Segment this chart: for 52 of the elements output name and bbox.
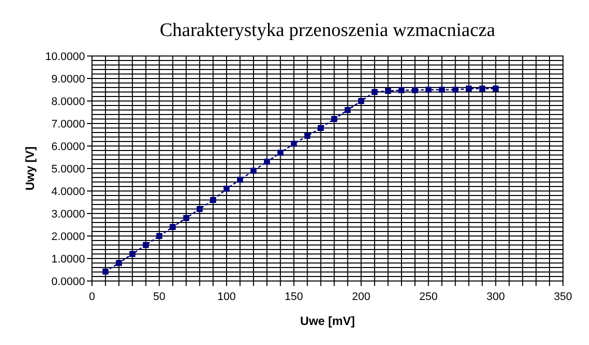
y-tick-label: 10.0000: [45, 50, 85, 63]
chart-title: Charakterystyka przenoszenia wzmacniacza: [160, 20, 496, 41]
point: [210, 197, 216, 203]
point: [412, 87, 418, 94]
point: [156, 233, 162, 239]
point: [438, 86, 445, 93]
y-tick-label: 3.0000: [51, 208, 85, 220]
point: [425, 86, 432, 93]
x-tick-label: 300: [486, 291, 505, 303]
y-axis-title: Uwy [V]: [23, 146, 37, 191]
point: [290, 140, 297, 147]
y-tick-label: 8.0000: [51, 96, 85, 108]
point: [264, 158, 270, 165]
point: [479, 86, 486, 92]
point: [372, 89, 378, 95]
point: [398, 87, 405, 94]
point: [318, 125, 324, 131]
y-tick-label: 4.0000: [51, 186, 85, 198]
point: [277, 150, 284, 156]
y-tick-label: 2.0000: [51, 230, 85, 243]
point: [452, 86, 458, 93]
point: [142, 242, 149, 248]
point: [304, 132, 310, 139]
point: [466, 86, 472, 92]
point: [385, 88, 392, 94]
point: [492, 86, 499, 92]
x-tick-label: 150: [284, 291, 304, 303]
point: [170, 224, 176, 230]
y-tick-label: 1.0000: [51, 253, 85, 266]
y-tick-label: 9.0000: [51, 73, 85, 86]
point: [102, 268, 108, 275]
point: [116, 260, 122, 266]
y-tick-label: 6.0000: [51, 140, 85, 153]
point: [183, 215, 190, 221]
y-tick-label: 0.0000: [51, 276, 85, 288]
x-tick-label: 50: [153, 291, 166, 303]
x-tick-label: 350: [554, 291, 572, 303]
point: [196, 206, 203, 212]
x-tick-label: 200: [352, 291, 370, 303]
point: [344, 107, 351, 113]
point: [331, 116, 338, 122]
point: [250, 168, 256, 174]
point: [129, 251, 136, 257]
x-axis-title: Uwe [mV]: [300, 314, 355, 328]
x-tick-label: 100: [217, 291, 236, 303]
point: [224, 186, 230, 192]
point: [237, 176, 244, 183]
x-tick-label: 250: [419, 291, 438, 303]
y-tick-label: 5.0000: [51, 163, 85, 176]
x-tick-label: 0: [88, 291, 96, 303]
y-tick-label: 7.0000: [51, 118, 85, 130]
point: [358, 98, 364, 104]
